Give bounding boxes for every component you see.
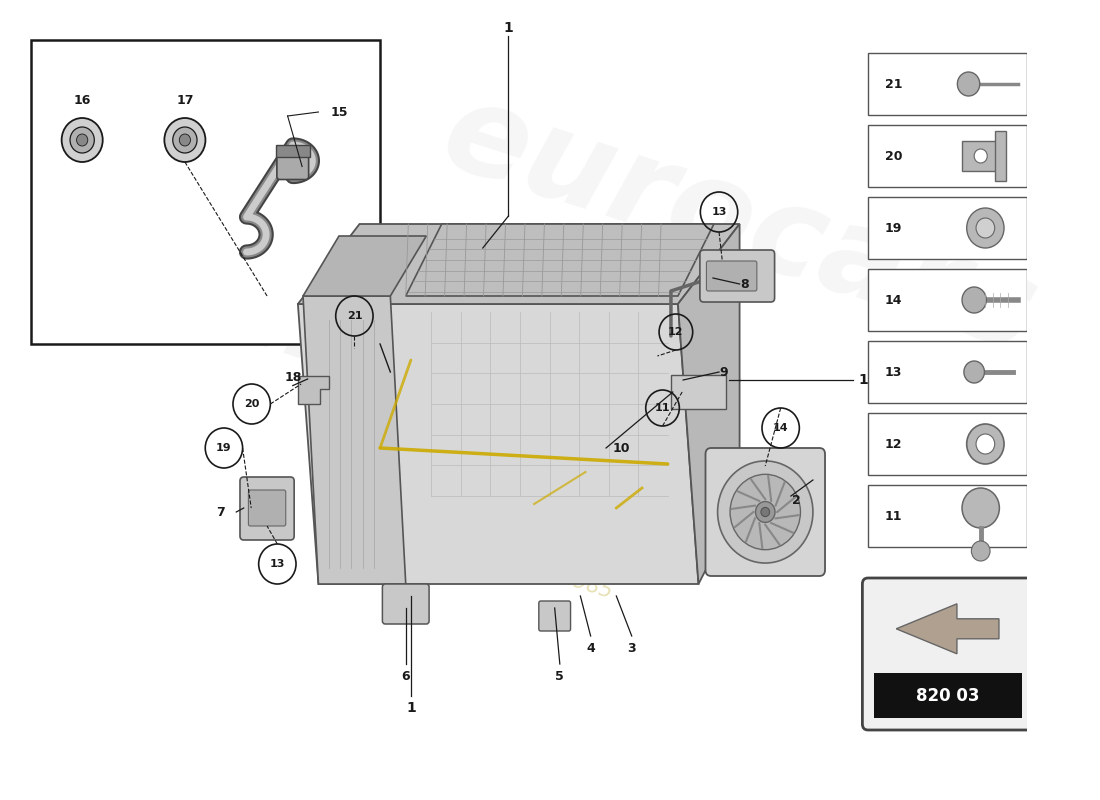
Circle shape	[962, 287, 987, 313]
Text: 16: 16	[74, 94, 91, 106]
FancyBboxPatch shape	[277, 149, 309, 179]
Circle shape	[975, 149, 987, 163]
Circle shape	[717, 461, 813, 563]
Circle shape	[179, 134, 190, 146]
Text: 12: 12	[884, 438, 902, 450]
Polygon shape	[298, 304, 698, 584]
Circle shape	[964, 361, 984, 383]
Bar	[868, 413, 1027, 475]
Text: a passion for parts since 1985: a passion for parts since 1985	[309, 486, 615, 602]
Text: 19: 19	[216, 443, 232, 453]
Text: 21: 21	[346, 311, 362, 321]
Text: 14: 14	[773, 423, 789, 433]
Text: 11: 11	[884, 510, 902, 522]
Bar	[868, 53, 1027, 115]
Circle shape	[173, 127, 197, 153]
Text: 13: 13	[712, 207, 727, 217]
FancyBboxPatch shape	[539, 601, 571, 631]
Bar	[276, 145, 310, 157]
Text: 1: 1	[406, 701, 416, 715]
Text: 1: 1	[504, 21, 514, 35]
Bar	[868, 269, 1027, 331]
Bar	[873, 674, 1022, 718]
Text: 13: 13	[270, 559, 285, 569]
Text: 9: 9	[719, 366, 728, 378]
Text: 18: 18	[284, 371, 301, 384]
Bar	[868, 485, 1027, 547]
Circle shape	[761, 507, 770, 517]
Bar	[868, 125, 1027, 187]
Polygon shape	[302, 296, 406, 584]
Polygon shape	[406, 224, 714, 296]
Text: 20: 20	[884, 150, 902, 162]
Text: 21: 21	[884, 78, 902, 90]
Text: 17: 17	[176, 94, 194, 106]
Text: 7: 7	[217, 506, 226, 518]
FancyBboxPatch shape	[249, 490, 286, 526]
Circle shape	[70, 127, 95, 153]
FancyBboxPatch shape	[862, 578, 1033, 730]
Circle shape	[976, 218, 994, 238]
Circle shape	[77, 134, 88, 146]
Bar	[962, 141, 1004, 171]
Polygon shape	[302, 236, 427, 296]
Text: 4: 4	[586, 642, 595, 654]
Circle shape	[971, 541, 990, 561]
Circle shape	[962, 488, 1000, 528]
Text: 13: 13	[884, 366, 902, 378]
Circle shape	[967, 208, 1004, 248]
FancyBboxPatch shape	[240, 477, 294, 540]
Circle shape	[62, 118, 102, 162]
Text: 5: 5	[556, 670, 564, 682]
Text: 20: 20	[244, 399, 260, 409]
Text: 2: 2	[792, 494, 801, 506]
Bar	[868, 341, 1027, 403]
FancyBboxPatch shape	[383, 584, 429, 624]
Bar	[31, 40, 381, 344]
Text: 11: 11	[654, 403, 670, 413]
FancyBboxPatch shape	[705, 448, 825, 576]
Text: 10: 10	[613, 442, 630, 454]
Bar	[994, 131, 1005, 181]
Text: 19: 19	[884, 222, 902, 234]
Text: 15: 15	[330, 106, 348, 118]
Text: 820 03: 820 03	[916, 687, 979, 705]
Circle shape	[976, 434, 994, 454]
Text: eurocars: eurocars	[141, 238, 640, 482]
Circle shape	[164, 118, 206, 162]
Text: eurocars: eurocars	[428, 71, 1052, 377]
Text: 6: 6	[402, 670, 410, 682]
Bar	[868, 197, 1027, 259]
Polygon shape	[896, 604, 999, 654]
Circle shape	[730, 474, 801, 550]
Circle shape	[957, 72, 980, 96]
Circle shape	[756, 502, 775, 522]
Polygon shape	[298, 376, 329, 404]
Polygon shape	[298, 224, 739, 304]
FancyBboxPatch shape	[706, 261, 757, 291]
Text: 8: 8	[740, 278, 749, 290]
Text: 1: 1	[858, 373, 868, 387]
Text: 14: 14	[884, 294, 902, 306]
Circle shape	[967, 424, 1004, 464]
FancyBboxPatch shape	[700, 250, 774, 302]
FancyBboxPatch shape	[671, 375, 726, 409]
Text: 3: 3	[627, 642, 636, 654]
Text: 12: 12	[668, 327, 683, 337]
Polygon shape	[678, 224, 739, 584]
